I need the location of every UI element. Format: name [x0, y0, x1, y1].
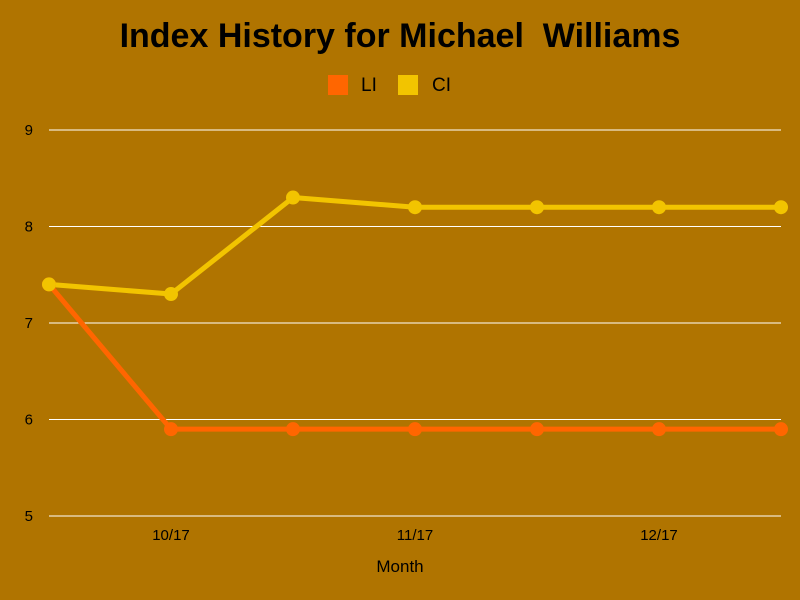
series-line-li	[46, 281, 784, 432]
x-tick-label: 10/17	[152, 527, 190, 544]
data-point-ci	[530, 200, 544, 215]
chart-title: Index History for Michael Williams	[120, 17, 681, 55]
y-tick-label: 6	[25, 412, 33, 429]
data-point-ci	[42, 277, 56, 292]
data-point-li	[164, 422, 178, 437]
legend: LI CI	[328, 75, 451, 96]
data-point-li	[774, 422, 788, 437]
x-axis-label: Month	[376, 557, 423, 576]
legend-label-li: LI	[361, 75, 377, 96]
data-point-li	[408, 422, 422, 437]
data-point-ci	[652, 200, 666, 215]
series-points	[42, 190, 788, 437]
series-lines	[46, 195, 784, 432]
x-tick-label: 11/17	[397, 527, 433, 544]
y-tick-label: 7	[25, 315, 33, 332]
y-tick-label: 5	[25, 508, 33, 525]
y-axis-ticks: 5 6 7 8 9	[25, 122, 33, 525]
legend-swatch-li	[328, 75, 348, 95]
legend-label-ci: CI	[432, 75, 451, 96]
data-point-li	[286, 422, 300, 437]
data-point-ci	[164, 287, 178, 302]
y-tick-label: 8	[25, 219, 33, 236]
x-tick-label: 12/17	[640, 527, 678, 544]
data-point-ci	[286, 190, 300, 205]
data-point-ci	[774, 200, 788, 215]
data-point-li	[652, 422, 666, 437]
legend-swatch-ci	[398, 75, 418, 95]
y-tick-label: 9	[25, 122, 33, 139]
x-axis-ticks: 10/17 11/17 12/17	[152, 527, 678, 544]
data-point-ci	[408, 200, 422, 215]
grid-lines	[49, 129, 781, 517]
data-point-li	[530, 422, 544, 437]
